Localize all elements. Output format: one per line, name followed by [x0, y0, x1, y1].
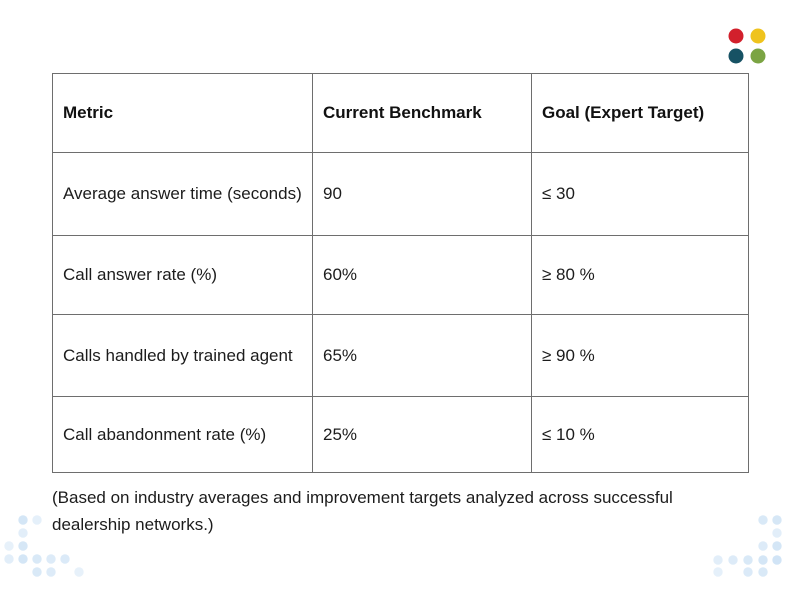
decorative-dot [758, 541, 768, 551]
logo-dot-red-icon [728, 28, 744, 44]
decorative-dot [4, 554, 14, 564]
header-cell-benchmark: Current Benchmark [312, 73, 532, 153]
metrics-table: Metric Current Benchmark Goal (Expert Ta… [52, 73, 749, 473]
cell-benchmark: 90 [312, 152, 532, 236]
decorative-dot [46, 554, 56, 564]
header-cell-metric: Metric [52, 73, 313, 153]
decorative-dot [18, 515, 28, 525]
header-cell-goal: Goal (Expert Target) [531, 73, 749, 153]
decorative-dot [772, 515, 782, 525]
decorative-dot [743, 567, 753, 577]
decorative-dot [772, 541, 782, 551]
decorative-dot [4, 541, 14, 551]
table-row: Average answer time (seconds) 90 ≤ 30 [52, 152, 749, 236]
cell-goal: ≥ 90 % [531, 314, 749, 397]
decorative-dot [772, 555, 782, 565]
decorative-dot [772, 528, 782, 538]
footnote: (Based on industry averages and improvem… [52, 488, 673, 534]
decorative-dot [758, 555, 768, 565]
cell-metric: Average answer time (seconds) [52, 152, 313, 236]
cell-goal: ≤ 10 % [531, 396, 749, 473]
decorative-dot [32, 554, 42, 564]
table-row: Call answer rate (%) 60% ≥ 80 % [52, 235, 749, 315]
decorative-dot [32, 567, 42, 577]
cell-goal: ≤ 30 [531, 152, 749, 236]
cell-benchmark: 60% [312, 235, 532, 315]
table-row: Calls handled by trained agent 65% ≥ 90 … [52, 314, 749, 397]
cell-benchmark: 65% [312, 314, 532, 397]
logo-dot-yellow-icon [750, 28, 766, 44]
table-header-row: Metric Current Benchmark Goal (Expert Ta… [52, 73, 749, 153]
decorative-dot [74, 567, 84, 577]
brand-logo [728, 28, 766, 64]
decorative-dot [743, 555, 753, 565]
cell-benchmark: 25% [312, 396, 532, 473]
cell-metric: Call abandonment rate (%) [52, 396, 313, 473]
logo-dot-green-icon [750, 48, 766, 64]
decorative-dot [758, 515, 768, 525]
decorative-dot [18, 554, 28, 564]
decorative-dot [713, 555, 723, 565]
decorative-dot [713, 567, 723, 577]
decorative-dot [728, 555, 738, 565]
cell-metric: Calls handled by trained agent [52, 314, 313, 397]
ornament-dots-left [4, 515, 84, 577]
decorative-dot [758, 567, 768, 577]
table-row: Call abandonment rate (%) 25% ≤ 10 % [52, 396, 749, 473]
decorative-dot [32, 515, 42, 525]
decorative-dot [18, 541, 28, 551]
decorative-dot [18, 528, 28, 538]
logo-dot-teal-icon [728, 48, 744, 64]
cell-metric: Call answer rate (%) [52, 235, 313, 315]
decorative-dot [46, 567, 56, 577]
ornament-dots-right [713, 515, 782, 577]
decorative-dot [60, 554, 70, 564]
cell-goal: ≥ 80 % [531, 235, 749, 315]
